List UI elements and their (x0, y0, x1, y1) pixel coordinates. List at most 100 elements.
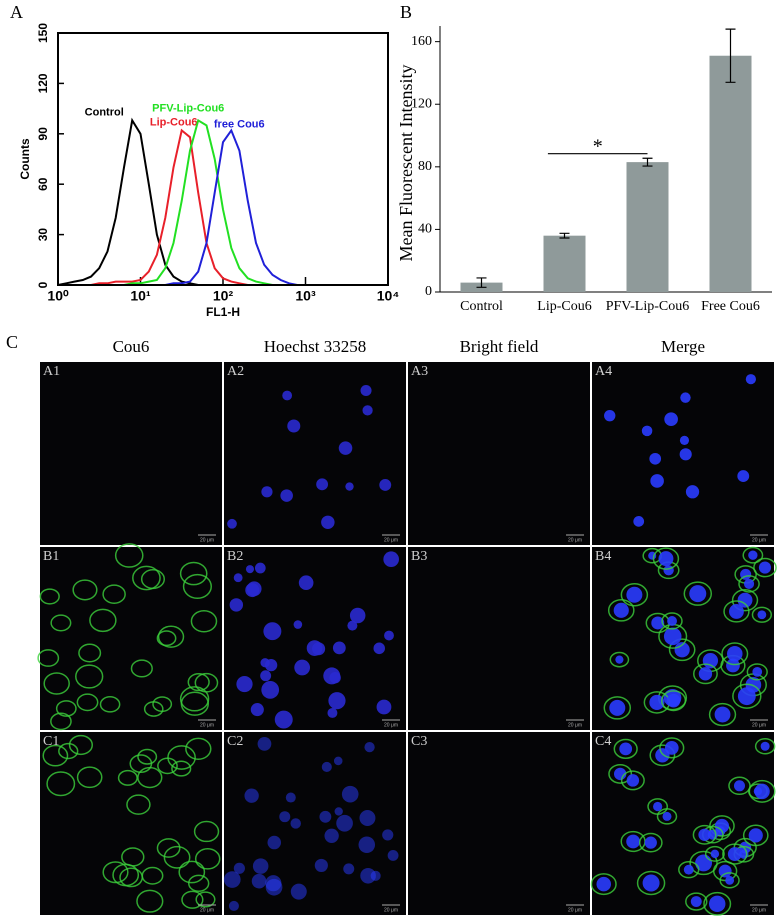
cell-membrane (652, 547, 680, 570)
nucleus (698, 828, 711, 841)
y-tick-label: 160 (411, 34, 432, 49)
x-tick-label: PFV-Lip-Cou6 (606, 299, 690, 314)
cell-membrane (603, 696, 632, 720)
x-tick-label: Lip-Cou6 (537, 299, 591, 314)
cell-membrane (121, 847, 145, 867)
micrograph (408, 732, 590, 915)
x-tick-label: 10³ (295, 288, 316, 304)
cell-membrane (613, 738, 638, 759)
cell-label: A4 (595, 364, 612, 379)
bar (626, 162, 669, 292)
nucleus (664, 412, 678, 427)
cell-membrane (182, 573, 213, 600)
cell-membrane (136, 889, 164, 913)
cell-membrane (37, 649, 60, 667)
nucleus (245, 565, 255, 574)
y-tick-label: 40 (418, 222, 432, 237)
cell-membrane (753, 557, 777, 578)
nucleus (644, 836, 657, 849)
nucleus (745, 374, 756, 385)
cell-membrane (89, 608, 117, 633)
scale-bar-label: 20 μm (384, 537, 398, 543)
y-tick-label: 80 (418, 159, 432, 174)
cell-membrane (620, 583, 649, 607)
scale-bar-label: 20 μm (384, 907, 398, 913)
micrograph (592, 732, 774, 915)
nucleus (733, 780, 746, 792)
cell-label: C2 (227, 734, 243, 749)
nucleus (758, 561, 772, 574)
nucleus (293, 620, 303, 629)
nucleus (667, 616, 677, 626)
scale-bar-label: 20 μm (200, 537, 214, 543)
nucleus (254, 562, 266, 574)
nucleus (332, 641, 346, 655)
nucleus (737, 592, 753, 608)
cell-membrane (704, 845, 725, 862)
nucleus (662, 811, 672, 821)
nucleus (689, 585, 707, 603)
nucleus (666, 693, 681, 708)
cell-membrane (751, 606, 773, 623)
cell-membrane (754, 737, 776, 755)
nucleus (609, 699, 626, 716)
cell-membrane (194, 672, 219, 693)
cell-membrane (42, 744, 69, 767)
cell-membrane (689, 850, 718, 876)
panel-label: C (6, 332, 18, 352)
nucleus (743, 578, 755, 589)
cell-membrane (193, 820, 220, 843)
cell-membrane (678, 861, 700, 879)
nucleus (760, 741, 770, 751)
nucleus (727, 646, 743, 662)
nucleus (263, 622, 282, 641)
nucleus (290, 883, 307, 900)
nucleus (312, 642, 326, 656)
nucleus (709, 895, 726, 913)
cell-label: A2 (227, 364, 244, 379)
x-axis-label: FL1-H (206, 305, 240, 319)
cell-membrane (721, 642, 749, 666)
cell-membrane (656, 808, 678, 825)
cell-membrane (68, 734, 94, 756)
nucleus (341, 785, 359, 803)
cell-membrane (636, 870, 666, 896)
nucleus (287, 419, 301, 433)
cell-membrane (708, 702, 737, 727)
cell-label: C3 (411, 734, 427, 749)
error-bar (476, 277, 487, 288)
nucleus (651, 616, 665, 630)
scale-bar-label: 20 μm (752, 722, 766, 728)
cell-membrane (649, 744, 676, 767)
micrograph (224, 732, 406, 915)
nucleus (314, 858, 328, 873)
nucleus (233, 573, 243, 583)
legend-label: free Cou6 (214, 118, 265, 130)
cell-membrane (129, 754, 153, 774)
cell-membrane (693, 663, 718, 685)
scale-bar-label: 20 μm (200, 907, 214, 913)
scale-bar-label: 20 μm (200, 722, 214, 728)
cell-membrane (719, 872, 740, 889)
scale-bar-label: 20 μm (568, 722, 582, 728)
cell-membrane (179, 686, 210, 712)
nucleus (294, 659, 311, 676)
cell-membrane (179, 561, 208, 586)
nucleus (683, 864, 694, 875)
nucleus (324, 828, 339, 843)
nucleus (615, 655, 624, 664)
nucleus (737, 687, 756, 706)
cell-membrane (668, 638, 696, 662)
micrograph (224, 362, 406, 545)
y-tick-label: 90 (36, 127, 50, 141)
nucleus (319, 810, 332, 823)
y-axis-label: Mean Fluorescent Intensity (396, 65, 416, 262)
cell-membrane (157, 757, 178, 775)
nucleus (290, 818, 301, 829)
nucleus (650, 474, 664, 488)
cell-membrane (75, 664, 104, 689)
nucleus (345, 482, 354, 491)
cell-membrane (130, 659, 153, 678)
nucleus (327, 707, 338, 718)
cell-membrane (76, 766, 103, 789)
